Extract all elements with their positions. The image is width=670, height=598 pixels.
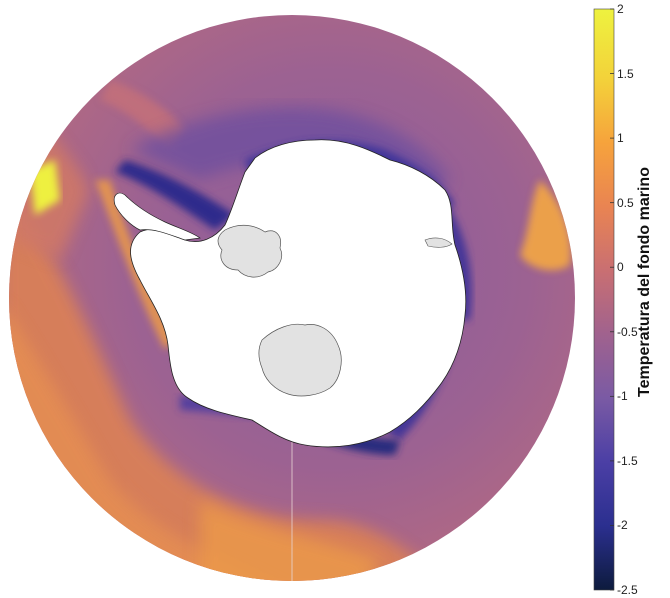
- ronne-filchner-ice-shelf: [217, 224, 282, 278]
- colorbar-tick-label: 0.5: [617, 195, 634, 210]
- colorbar-tick-label: 1.5: [617, 66, 634, 81]
- colorbar-title: Temperatura del fondo marino: [636, 167, 653, 397]
- ross-ice-shelf: [258, 323, 342, 397]
- colorbar-tick-label: 2: [617, 2, 624, 16]
- colorbar-tick-label: -2.5: [617, 583, 638, 597]
- amery-ice-shelf: [424, 237, 453, 248]
- colorbar-tick-label: 1: [617, 131, 624, 146]
- colorbar-tick-label: -2: [617, 518, 628, 533]
- colorbar-tick-label: -1: [617, 389, 628, 404]
- antarctic-peninsula: [113, 192, 201, 241]
- colorbar: [593, 8, 615, 591]
- colorbar-tick-label: 0: [617, 260, 624, 275]
- colorbar-tick-label: -0.5: [617, 324, 638, 339]
- colorbar-tick-label: -1.5: [617, 453, 638, 468]
